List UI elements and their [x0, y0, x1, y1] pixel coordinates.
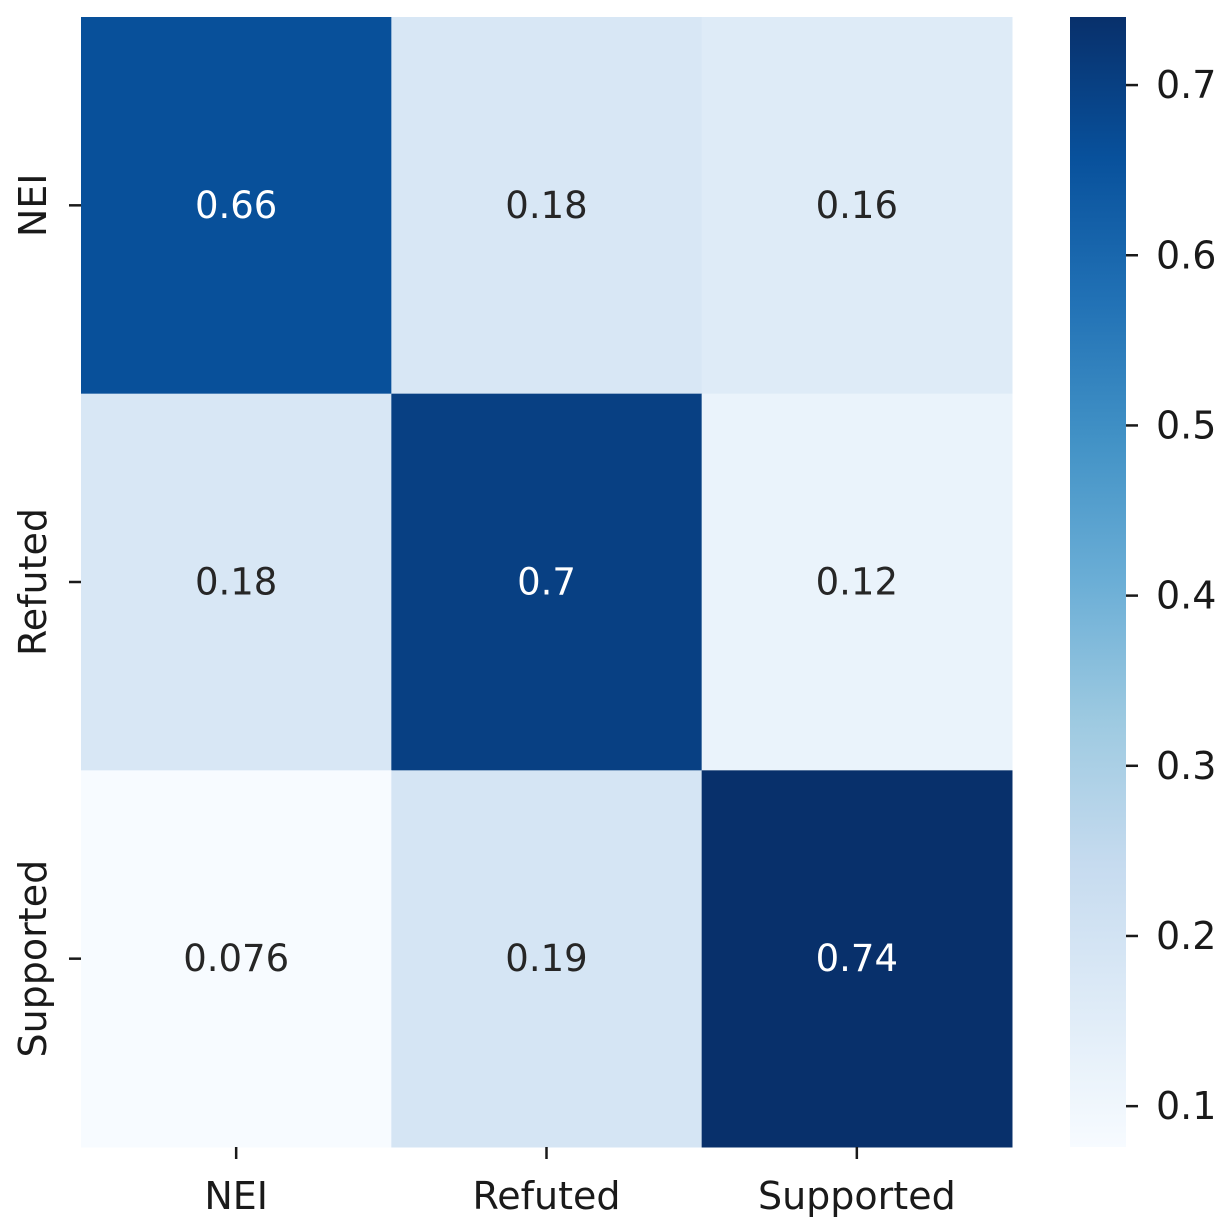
- cell-value-label: 0.19: [505, 937, 587, 980]
- colorbar: 0.1 0.2 0.3 0.4 0.5 0.6 0.7: [1070, 17, 1216, 1147]
- heatmap-cell: [391, 393, 703, 771]
- colorbar-tick-label: 0.7: [1156, 63, 1216, 107]
- cell-value-label: 0.18: [505, 184, 587, 227]
- x-tick-label: NEI: [204, 1174, 268, 1218]
- heatmap-cell: [701, 17, 1013, 395]
- heatmap-cell: [81, 393, 392, 771]
- heatmap-cell: [81, 770, 392, 1148]
- cell-value-label: 0.16: [816, 184, 898, 227]
- cell-value-label: 0.18: [195, 561, 277, 604]
- x-axis: NEI Refuted Supported: [204, 1147, 956, 1218]
- heatmap-cell: [391, 770, 703, 1148]
- colorbar-tick-label: 0.1: [1156, 1084, 1216, 1128]
- colorbar-tick-label: 0.2: [1156, 914, 1216, 958]
- colorbar-tick-label: 0.6: [1156, 233, 1216, 277]
- y-tick-label: Supported: [11, 860, 55, 1058]
- x-tick-label: Supported: [758, 1174, 956, 1218]
- heatmap-cell-labels: 0.66 0.18 0.16 0.18 0.7 0.12 0.076 0.19 0.74: [183, 184, 898, 980]
- heatmap-cell: [81, 17, 392, 395]
- y-tick-label: NEI: [11, 174, 55, 238]
- heatmap-cell: [701, 770, 1013, 1148]
- cell-value-label: 0.12: [816, 561, 898, 604]
- colorbar-tick-label: 0.4: [1156, 574, 1216, 618]
- cell-value-label: 0.7: [517, 561, 576, 604]
- heatmap-cell: [391, 17, 703, 395]
- cell-value-label: 0.076: [183, 937, 289, 980]
- colorbar-ticks: 0.1 0.2 0.3 0.4 0.5 0.6 0.7: [1126, 63, 1216, 1128]
- cell-value-label: 0.74: [816, 937, 898, 980]
- colorbar-gradient: [1070, 17, 1126, 1147]
- y-tick-label: Refuted: [11, 508, 55, 656]
- x-tick-label: Refuted: [473, 1174, 621, 1218]
- cell-value-label: 0.66: [195, 184, 277, 227]
- heatmap-cells: [81, 17, 1013, 1148]
- heatmap-cell: [701, 393, 1013, 771]
- colorbar-tick-label: 0.5: [1156, 403, 1216, 447]
- y-axis: NEI Refuted Supported: [11, 174, 81, 1058]
- colorbar-tick-label: 0.3: [1156, 744, 1216, 788]
